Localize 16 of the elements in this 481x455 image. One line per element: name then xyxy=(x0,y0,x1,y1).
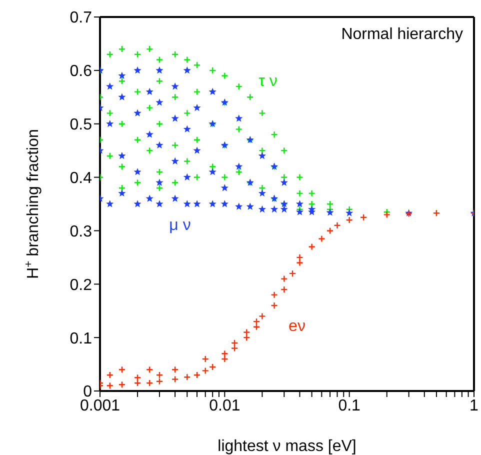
y-tick-label: 0.7 xyxy=(70,10,92,27)
annotation: Normal hierarchy xyxy=(341,26,463,44)
y-tick-label: 0.1 xyxy=(70,330,92,348)
y-tick-label: 0.5 xyxy=(70,116,92,134)
series-label: μ ν xyxy=(169,217,191,235)
y-tick-label: 0.3 xyxy=(70,223,92,240)
series-label: eν xyxy=(288,318,306,336)
x-tick-label: 0.01 xyxy=(209,397,240,414)
y-tick-label: 0.6 xyxy=(70,63,92,80)
x-tick-label: 0.1 xyxy=(338,397,361,414)
x-tick-label: 1 xyxy=(470,397,479,414)
x-tick-label: 0.001 xyxy=(80,397,120,414)
x-axis-title: lightest ν mass [eV] xyxy=(218,438,356,455)
y-tick-label: 0.4 xyxy=(70,170,92,187)
series-label: τ ν xyxy=(258,73,278,91)
y-tick-label: 0.2 xyxy=(70,276,92,294)
